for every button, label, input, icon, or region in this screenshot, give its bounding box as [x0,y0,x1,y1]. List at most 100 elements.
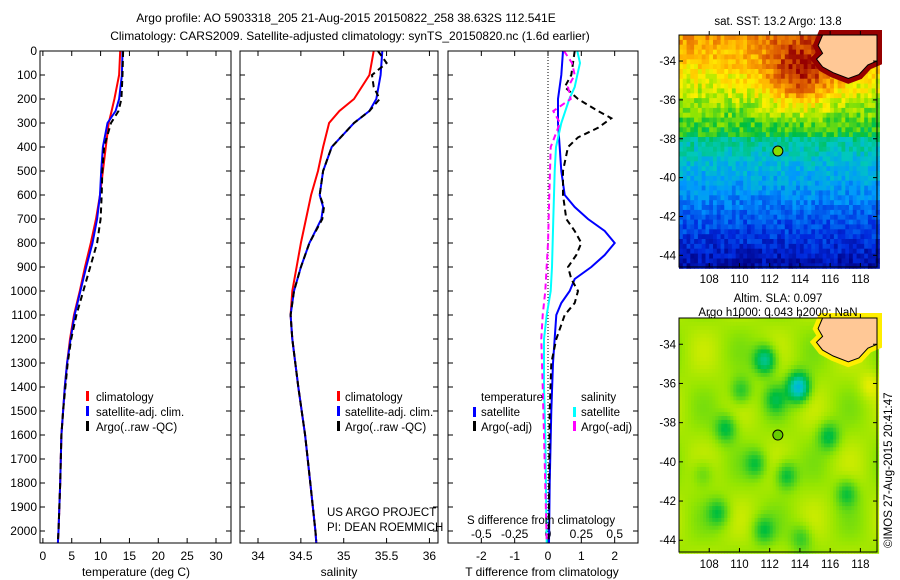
map-cell [818,146,824,153]
map-cell [815,103,820,109]
map-cell [735,258,741,264]
map-cell [787,333,792,339]
map-cell [864,180,869,187]
map-cell [736,502,740,507]
map-cell [724,321,728,327]
map-cell [788,195,793,201]
map-cell [784,365,789,370]
map-cell [715,345,719,350]
map-cell [727,443,731,448]
lon-tick-label: 116 [821,274,839,286]
map-cell [864,156,869,162]
map-cell [766,474,771,480]
map-cell [724,180,729,187]
map-cell [730,419,734,425]
map-cell [720,69,725,75]
map-cell [716,117,722,124]
map-cell [709,219,714,226]
depth-tick-label: 1900 [10,500,37,514]
map-cell [769,73,775,80]
map-cell [772,494,777,499]
map-cell [745,427,750,433]
map-cell [694,439,698,444]
map-cell [845,137,850,143]
map-cell [815,127,820,133]
map-cell [765,185,771,192]
map-cell [694,529,698,535]
map-cell [679,127,684,133]
series-satellite-adj-clim- [289,50,384,544]
map-cell [731,195,737,201]
map-cell [750,151,756,158]
map-cell [706,435,710,441]
map-cell [792,229,797,235]
map-cell [697,455,701,460]
map-cell [775,494,780,499]
map-cell [784,161,790,167]
map-cell [781,329,786,335]
map-cell [788,112,793,119]
map-cell [766,494,771,499]
map-cell [864,200,869,206]
map-cell [841,239,846,245]
map-cell [796,239,801,245]
map-cell [765,93,771,99]
map-cell [860,200,865,206]
map-cell [758,78,763,85]
map-cell [841,234,846,240]
map-cell [799,234,805,240]
map-cell [736,451,740,456]
map-cell [830,185,835,192]
map-cell [721,490,725,495]
map-cell [730,498,734,503]
map-cell [775,325,780,331]
map-cell [682,419,686,425]
map-cell [747,73,752,80]
map-cell [679,59,684,65]
map-cell [807,49,812,56]
map-cell [728,156,733,162]
map-cell [766,541,771,546]
map-cell [754,64,759,70]
map-cell [751,529,756,535]
map-cell [739,180,744,187]
map-cell [769,93,775,99]
map-cell [751,361,756,366]
map-cell [875,156,880,162]
map-cell [762,54,767,60]
map-cell [792,73,797,80]
map-cell [818,132,824,138]
map-cell [709,470,713,476]
map-cell [765,78,771,85]
map-cell [811,39,816,46]
map-cell [860,151,865,158]
x-tick-label: -2 [476,549,487,563]
map-cell [784,466,789,472]
map-cell [747,59,752,65]
map-cell [748,490,753,495]
map-cell [796,263,801,269]
map-cell [690,195,695,201]
map-cell [754,439,759,444]
map-cell [852,258,858,264]
map-cell [691,345,695,350]
map-cell [871,107,877,114]
map-cell [688,459,692,464]
map-cell [742,466,747,472]
map-cell [781,248,786,255]
map-cell [686,103,691,109]
map-cell [751,470,756,476]
map-cell [763,474,768,480]
map-cell [763,341,768,346]
map-cell [712,521,716,527]
map-cell [735,175,741,182]
map-cell [686,219,691,226]
map-cell [826,234,831,240]
map-cell [736,466,740,472]
map-cell [796,59,801,65]
map-cell [742,423,747,429]
map-cell [697,258,703,264]
map-cell [856,83,861,90]
map-cell [694,466,698,472]
map-cell [765,35,771,41]
